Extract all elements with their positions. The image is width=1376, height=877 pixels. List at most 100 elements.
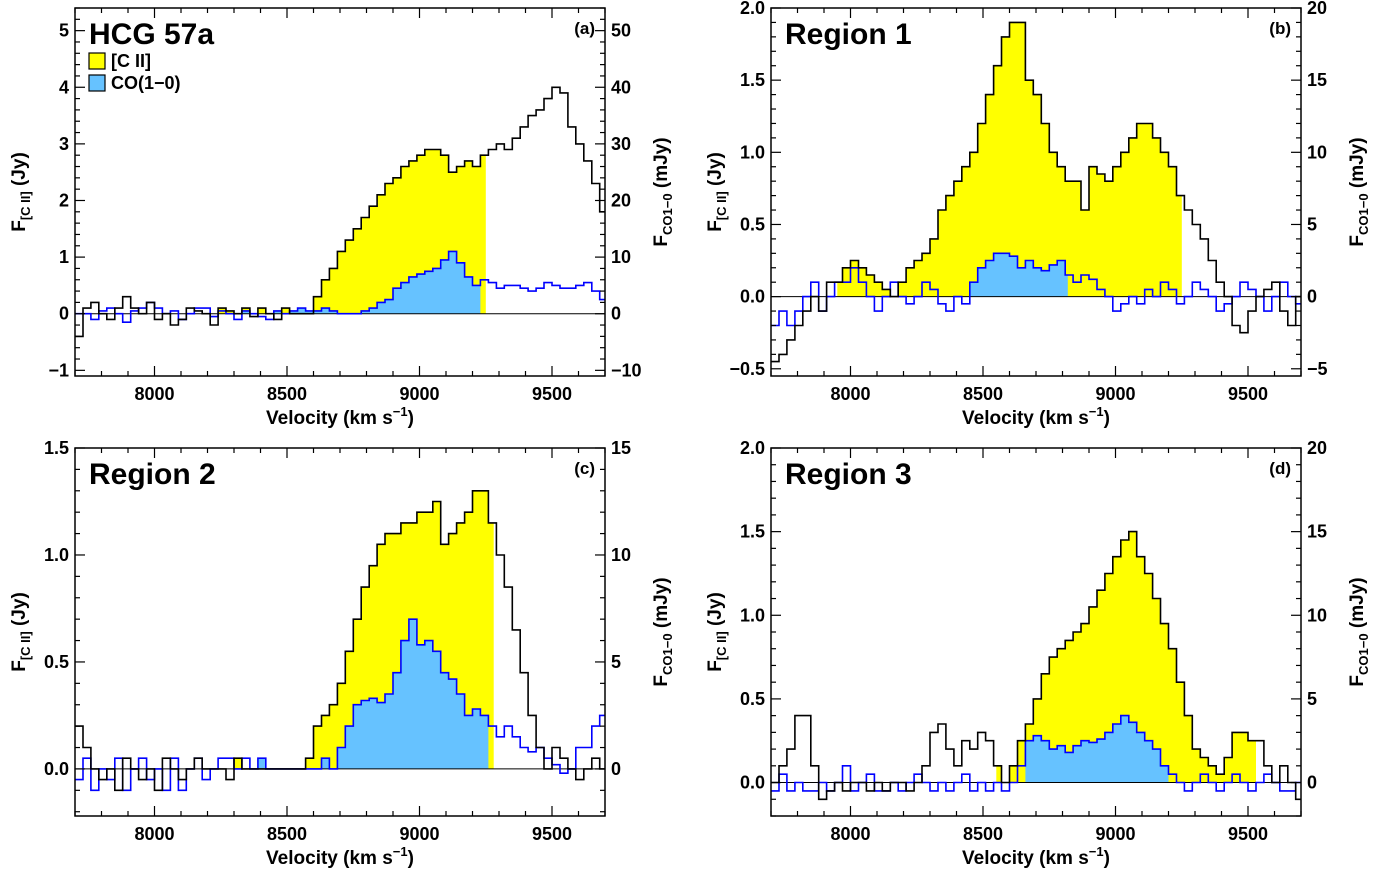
y-tick-label-right: 15 [1307,70,1327,90]
y-tick-label-left: 1 [59,247,69,267]
plot-area [75,86,605,338]
y-tick-label-right: 20 [1307,0,1327,18]
cii-fill-area [207,149,486,314]
legend-swatch [88,74,106,92]
x-tick-label: 8000 [830,384,870,404]
y-axis-title-left-main: F [705,220,726,232]
y-tick-label-left: 1.0 [740,142,765,162]
x-axis-title-sup: −1 [1089,404,1104,419]
y-axis-title-right-unit: (mJy) [651,137,672,193]
y-tick-label-left: 1.5 [740,522,765,542]
x-tick-label: 9000 [399,824,439,844]
panel-c: 8000 8500 9000 9500 0.0 0.5 1.0 1.5 0 5 10 15 Veloci… [9,438,675,869]
legend-label: CO(1−0) [111,73,181,93]
x-axis-title-end: ) [1104,408,1110,429]
y-tick-label-right: 20 [1307,438,1327,458]
x-tick-label: 9000 [399,384,439,404]
y-tick-label-left: −1 [48,360,69,380]
cii-step-line [75,86,605,338]
x-axis-title: Velocity (km s−1) [962,844,1110,869]
y-axis-title-left-sub: [C II] [714,191,729,220]
y-tick-label-left: 1.0 [740,605,765,625]
y-tick-label-right: −10 [611,360,642,380]
y-tick-label-right: 50 [611,21,631,41]
y-axis-title-right: FCO1−0 (mJy) [651,137,675,246]
x-axis-title: Velocity (km s−1) [962,404,1110,429]
cii-fill-area [837,22,1182,297]
y-tick-label-right: 0 [611,759,621,779]
cii-step-line [771,530,1301,801]
x-axis-title: Velocity (km s−1) [266,844,414,869]
panel-letter: (d) [1269,459,1291,478]
x-tick-label: 9500 [1228,824,1268,844]
y-axis-title-right-sub: CO1−0 [660,633,675,675]
panel-title: HCG 57a [89,18,214,51]
y-tick-label-left: 4 [59,77,69,97]
y-tick-label-left: 2.0 [740,0,765,18]
y-tick-label-right: 0 [1307,287,1317,307]
x-axis-title-sup: −1 [1089,844,1104,859]
panel-title: Region 3 [785,458,912,491]
y-axis-title-right-unit: (mJy) [1347,137,1368,193]
y-axis-title-left: F[C II] (Jy) [705,152,729,232]
y-tick-label-right: 10 [1307,142,1327,162]
y-axis-title-right: FCO1−0 (mJy) [1347,577,1371,686]
co-fill-area [226,251,481,314]
legend-swatch [88,52,106,70]
y-tick-label-right: 10 [611,247,631,267]
y-tick-label-left: 0.0 [740,773,765,793]
y-axis-title-left-unit: (Jy) [705,152,726,191]
plot-frame [74,7,606,377]
y-tick-label-right: 15 [1307,522,1327,542]
y-tick-label-left: 0.0 [44,759,69,779]
y-tick-label-left: 0.0 [740,287,765,307]
x-tick-label: 9500 [1228,384,1268,404]
y-tick-label-right: 0 [611,304,621,324]
x-tick-label: 8500 [267,384,307,404]
y-tick-label-left: 0.5 [44,652,69,672]
x-tick-label: 9000 [1095,384,1135,404]
y-axis-title-right-sub: CO1−0 [1356,193,1371,235]
x-tick-label: 9500 [532,384,572,404]
y-tick-label-left: 0.5 [740,214,765,234]
cii-step-line [771,21,1301,363]
y-tick-label-right: 20 [611,190,631,210]
y-tick-label-right: 10 [611,545,631,565]
y-tick-label-right: 5 [1307,689,1317,709]
x-axis-title-main: Velocity (km s [962,848,1089,869]
y-tick-label-right: 15 [611,438,631,458]
co-fill-area [956,253,1068,297]
co-fill-area [1025,715,1169,783]
panel-letter: (b) [1269,19,1291,38]
y-axis-title-left-sub: [C II] [18,631,33,660]
y-tick-label-right: 5 [611,652,621,672]
plot-area [771,21,1301,363]
x-axis-title: Velocity (km s−1) [266,404,414,429]
plot-area [75,490,605,792]
y-tick-label-left: −0.5 [729,359,765,379]
x-tick-label: 9500 [532,824,572,844]
y-tick-label-right: −5 [1307,359,1328,379]
y-axis-title-left-sub: [C II] [714,631,729,660]
y-tick-label-left: 2.0 [740,438,765,458]
panel-b: 8000 8500 9000 9500 −0.5 0.0 0.5 1.0 1.5 2.0 −5 0 5 1… [705,0,1371,429]
x-axis-title-sup: −1 [393,844,408,859]
y-axis-title-left-main: F [9,660,30,672]
x-axis-title-end: ) [408,408,414,429]
x-tick-label: 8500 [963,384,1003,404]
x-tick-label: 8500 [963,824,1003,844]
y-tick-label-right: 40 [611,77,631,97]
y-axis-title-right-main: F [651,675,672,687]
y-tick-label-left: 3 [59,134,69,154]
x-axis-title-sup: −1 [393,404,408,419]
y-axis-title-left-main: F [9,220,30,232]
y-axis-title-left: F[C II] (Jy) [705,592,729,672]
y-tick-label-left: 5 [59,21,69,41]
x-tick-label: 8000 [134,824,174,844]
cii-fill-area [996,531,1256,783]
y-tick-label-left: 1.5 [44,438,69,458]
y-tick-label-left: 0 [59,304,69,324]
co-step-line [75,618,605,792]
y-axis-title-left-unit: (Jy) [9,592,30,631]
